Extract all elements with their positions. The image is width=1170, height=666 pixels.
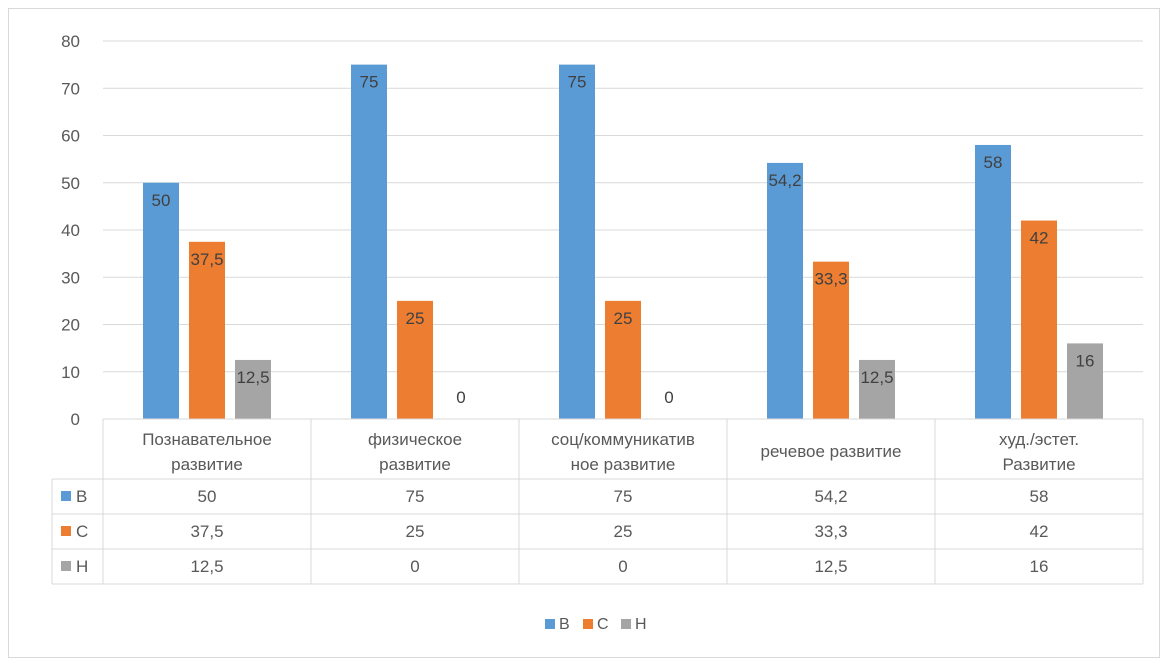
bar: [975, 144, 1011, 419]
category-label: развитие: [379, 455, 451, 474]
legend-key-swatch: [61, 561, 71, 571]
bar: [859, 359, 895, 419]
legend-label: Н: [635, 616, 647, 633]
table-cell: 75: [406, 487, 425, 506]
data-label: 12,5: [860, 368, 893, 387]
table-cell: 0: [618, 557, 627, 576]
y-tick-label: 10: [61, 363, 80, 382]
legend-item: Н: [621, 616, 647, 633]
y-tick-label: 40: [61, 221, 80, 240]
data-label: 75: [568, 73, 587, 92]
bar: [559, 64, 595, 419]
legend-label: В: [559, 616, 570, 633]
category-label: Развитие: [1002, 455, 1075, 474]
data-label: 54,2: [768, 171, 801, 190]
bar: [813, 261, 849, 419]
bar: [351, 64, 387, 419]
table-cell: 50: [198, 487, 217, 506]
table-cell: 33,3: [814, 522, 847, 541]
table-cell: 54,2: [814, 487, 847, 506]
category-label: ное развитие: [571, 455, 676, 474]
bar: [1067, 343, 1103, 419]
legend-item: В: [545, 616, 570, 633]
bar: [143, 182, 179, 419]
y-tick-label: 70: [61, 79, 80, 98]
data-label: 25: [406, 309, 425, 328]
category-label: соц/коммуникатив: [551, 430, 695, 449]
bar: [189, 241, 225, 419]
data-table: Познавательное развитие физическое развитие…: [51, 418, 1144, 585]
series-row-label: С: [76, 522, 88, 541]
bar: [1021, 220, 1057, 419]
legend-swatch: [583, 619, 593, 629]
table-cell: 25: [406, 522, 425, 541]
legend-key-swatch: [61, 526, 71, 536]
bars: 50 37,5 12,5 75 25 0 75 25 0 54,2 33,3 12,5 58 42 16: [143, 64, 1103, 419]
data-label: 25: [614, 309, 633, 328]
data-label: 33,3: [814, 270, 847, 289]
bar: [767, 162, 803, 419]
legend-swatch: [621, 619, 631, 629]
data-label: 75: [360, 73, 379, 92]
bar: [397, 300, 433, 419]
category-label: Познавательное: [142, 430, 272, 449]
data-label: 16: [1076, 351, 1095, 370]
data-label: 37,5: [190, 250, 223, 269]
data-label: 0: [664, 388, 673, 407]
table-cell: 58: [1030, 487, 1049, 506]
category-label: развитие: [171, 455, 243, 474]
y-tick-label: 0: [71, 410, 80, 429]
bar: [605, 300, 641, 419]
y-tick-label: 80: [61, 32, 80, 51]
data-label: 58: [984, 153, 1003, 172]
legend-key-swatch: [61, 491, 71, 501]
table-cell: 37,5: [190, 522, 223, 541]
table-cell: 25: [614, 522, 633, 541]
table-cell: 0: [410, 557, 419, 576]
y-tick-label: 20: [61, 316, 80, 335]
category-label: речевое развитие: [761, 442, 902, 461]
table-cell: 12,5: [190, 557, 223, 576]
series-row-label: В: [76, 487, 87, 506]
series-row-label: Н: [76, 557, 88, 576]
data-label: 42: [1030, 229, 1049, 248]
legend-swatch: [545, 619, 555, 629]
bar: [235, 359, 271, 419]
data-label: 12,5: [236, 368, 269, 387]
y-tick-label: 50: [61, 174, 80, 193]
y-tick-label: 60: [61, 127, 80, 146]
category-label: худ./эстет.: [999, 430, 1079, 449]
legend-item: С: [583, 616, 609, 633]
y-tick-label: 30: [61, 268, 80, 287]
legend-label: С: [597, 616, 609, 633]
table-cell: 75: [614, 487, 633, 506]
table-cell: 42: [1030, 522, 1049, 541]
table-cell: 16: [1030, 557, 1049, 576]
data-label: 0: [456, 388, 465, 407]
table-cell: 12,5: [814, 557, 847, 576]
data-label: 50: [152, 191, 171, 210]
category-label: физическое: [368, 430, 462, 449]
